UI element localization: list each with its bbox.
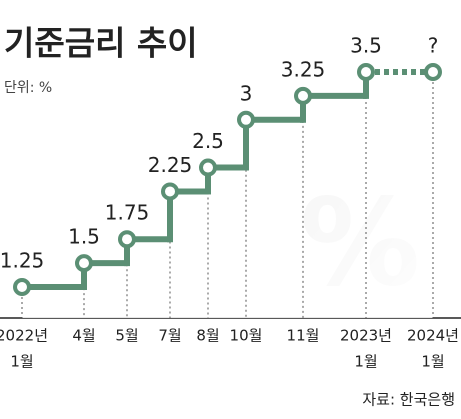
- x-tick-label: 1월: [421, 353, 444, 371]
- value-label: 3.25: [281, 57, 326, 81]
- x-tick-label: 11월: [287, 327, 320, 345]
- area: [22, 72, 433, 318]
- value-label: 2.25: [148, 153, 193, 177]
- x-tick-label: 2024년: [407, 327, 459, 345]
- x-tick-label: 2022년: [0, 327, 48, 345]
- point: [75, 254, 93, 273]
- value-label: ?: [428, 34, 439, 58]
- point: [424, 63, 442, 81]
- value-label: 3.5: [350, 34, 382, 58]
- subtitle: 단위: %: [4, 80, 52, 96]
- point: [357, 63, 375, 81]
- source: 자료: 한국은행: [362, 391, 455, 409]
- value-label: 3: [240, 81, 253, 105]
- point: [161, 182, 179, 201]
- x-tick-label: 1월: [10, 353, 33, 371]
- x-tick-label: 10월: [230, 327, 263, 345]
- point: [237, 110, 255, 129]
- x-tick-label: 7월: [158, 327, 181, 345]
- x-tick-label: 4월: [72, 327, 95, 345]
- value-label: 1.75: [105, 201, 150, 225]
- x-tick-label: 8월: [196, 327, 219, 345]
- x-tick-label: 2023년: [340, 327, 392, 345]
- value-label: 1.25: [0, 249, 44, 273]
- value-label: 1.5: [68, 225, 100, 249]
- x-tick-label: 5월: [115, 327, 138, 345]
- x-tick-label: 1월: [354, 353, 377, 371]
- point: [294, 86, 312, 105]
- point: [13, 278, 31, 296]
- point: [118, 230, 136, 249]
- value-label: 2.5: [192, 129, 224, 153]
- point: [199, 158, 217, 177]
- chart-title: 기준금리 추이: [4, 24, 198, 63]
